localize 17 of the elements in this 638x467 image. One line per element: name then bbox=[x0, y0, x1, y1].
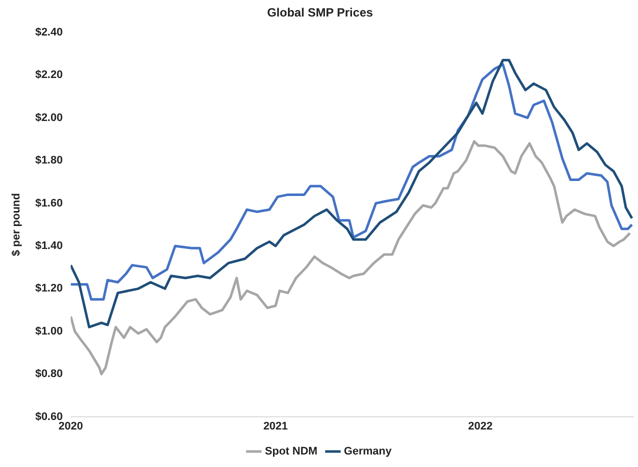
chart-title: Global SMP Prices bbox=[267, 6, 374, 20]
y-tick-label: $2.40 bbox=[35, 26, 63, 38]
y-tick-label: $2.20 bbox=[35, 69, 63, 82]
y-tick-label: $0.80 bbox=[35, 368, 63, 380]
y-axis-title: $ per pound bbox=[10, 193, 23, 256]
y-tick-label: $1.20 bbox=[35, 282, 63, 295]
x-tick-label: 2022 bbox=[468, 420, 493, 432]
legend-label: Germany bbox=[344, 446, 392, 458]
x-tick-label: 2020 bbox=[58, 420, 83, 432]
y-tick-label: $1.60 bbox=[35, 197, 63, 210]
y-tick-label: $2.00 bbox=[35, 112, 63, 124]
legend-label: Spot NDM bbox=[264, 446, 318, 458]
y-tick-label: $1.40 bbox=[35, 240, 63, 252]
y-tick-label: $1.80 bbox=[35, 154, 63, 167]
y-tick-label: $1.00 bbox=[35, 325, 63, 338]
x-tick-label: 2021 bbox=[263, 420, 288, 432]
y-tick-label: $0.60 bbox=[35, 410, 63, 423]
